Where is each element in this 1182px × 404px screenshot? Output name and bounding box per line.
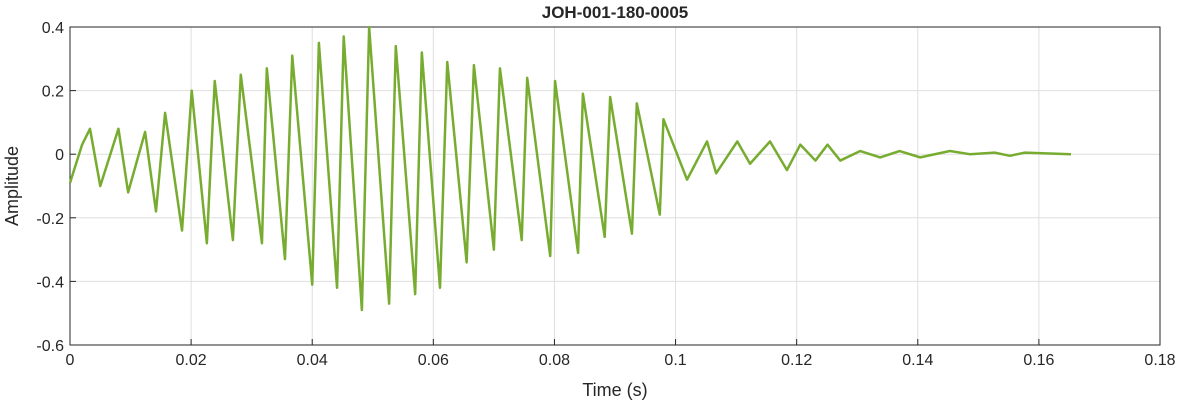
x-tick-label: 0.18	[1144, 352, 1175, 369]
x-tick-label: 0.06	[418, 352, 449, 369]
y-tick-label: -0.6	[36, 338, 64, 355]
x-tick-label: 0.12	[781, 352, 812, 369]
x-axis-label: Time (s)	[582, 380, 647, 400]
y-tick-label: -0.4	[36, 274, 64, 291]
chart-title: JOH-001-180-0005	[542, 3, 688, 22]
plot-frame	[69, 26, 1161, 346]
waveform-line	[68, 25, 1072, 312]
x-tick-label: 0	[66, 352, 75, 369]
x-tick-label: 0.08	[539, 352, 570, 369]
y-axis-label: Amplitude	[2, 146, 22, 226]
y-tick-label: 0.4	[42, 20, 64, 37]
y-tick-label: -0.2	[36, 211, 64, 228]
x-tick-label: 0.16	[1023, 352, 1054, 369]
x-tick-label: 0.14	[902, 352, 933, 369]
x-tick-label: 0.1	[664, 352, 686, 369]
x-tick-label: 0.04	[297, 352, 328, 369]
x-tick-label: 0.02	[176, 352, 207, 369]
y-tick-label: 0.2	[42, 84, 64, 101]
y-tick-label: 0	[55, 147, 64, 164]
